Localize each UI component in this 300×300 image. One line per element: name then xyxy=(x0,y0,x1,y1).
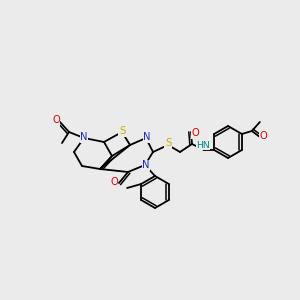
Text: N: N xyxy=(142,160,150,170)
Text: N: N xyxy=(143,132,151,142)
Text: O: O xyxy=(191,128,199,138)
Text: O: O xyxy=(110,177,118,187)
Text: S: S xyxy=(165,138,171,148)
Text: S: S xyxy=(119,126,125,136)
Text: HN: HN xyxy=(196,140,210,149)
Text: O: O xyxy=(260,131,268,141)
Text: O: O xyxy=(52,115,60,125)
Text: N: N xyxy=(80,132,88,142)
